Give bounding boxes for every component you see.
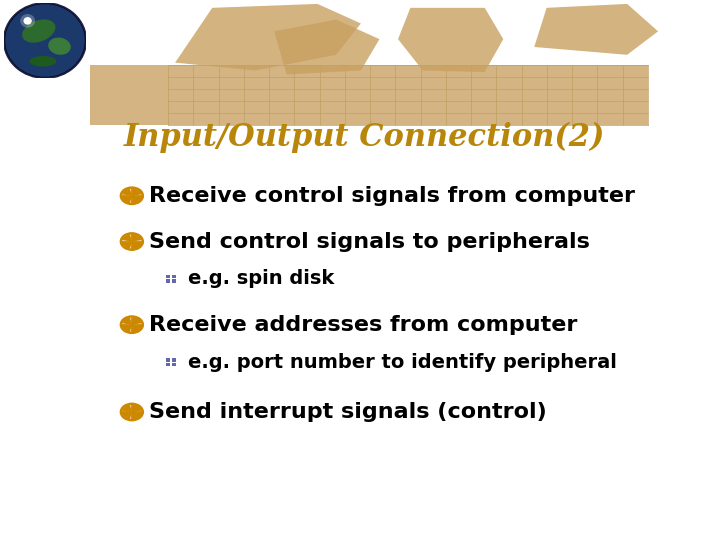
FancyBboxPatch shape — [166, 362, 171, 366]
Circle shape — [24, 17, 32, 25]
Wedge shape — [132, 188, 142, 196]
Text: Receive addresses from computer: Receive addresses from computer — [148, 315, 577, 335]
FancyBboxPatch shape — [166, 359, 171, 362]
Ellipse shape — [5, 4, 85, 77]
Text: Input/Output Connection(2): Input/Output Connection(2) — [124, 122, 605, 153]
Ellipse shape — [48, 37, 71, 55]
Polygon shape — [534, 4, 658, 55]
Text: e.g. port number to identify peripheral: e.g. port number to identify peripheral — [188, 353, 616, 372]
Wedge shape — [132, 412, 142, 420]
Wedge shape — [122, 241, 132, 249]
Wedge shape — [122, 188, 132, 196]
Wedge shape — [122, 325, 132, 332]
FancyBboxPatch shape — [90, 65, 648, 125]
Wedge shape — [122, 317, 132, 325]
Wedge shape — [132, 234, 142, 241]
Wedge shape — [132, 404, 142, 412]
Ellipse shape — [30, 56, 56, 66]
Wedge shape — [132, 325, 142, 332]
Text: Send interrupt signals (control): Send interrupt signals (control) — [148, 402, 546, 422]
FancyBboxPatch shape — [171, 279, 176, 282]
Ellipse shape — [4, 3, 86, 78]
Circle shape — [20, 14, 35, 28]
Wedge shape — [122, 404, 132, 412]
Wedge shape — [122, 234, 132, 241]
Wedge shape — [132, 196, 142, 203]
Polygon shape — [398, 8, 503, 72]
Ellipse shape — [22, 19, 55, 43]
FancyBboxPatch shape — [171, 275, 176, 279]
FancyBboxPatch shape — [166, 279, 171, 282]
Wedge shape — [132, 241, 142, 249]
Polygon shape — [274, 19, 379, 75]
Wedge shape — [122, 412, 132, 420]
Polygon shape — [175, 4, 361, 71]
FancyBboxPatch shape — [171, 359, 176, 362]
Text: e.g. spin disk: e.g. spin disk — [188, 269, 334, 288]
Wedge shape — [132, 317, 142, 325]
Text: Send control signals to peripherals: Send control signals to peripherals — [148, 232, 590, 252]
FancyBboxPatch shape — [171, 362, 176, 366]
FancyBboxPatch shape — [166, 275, 171, 279]
Wedge shape — [122, 196, 132, 203]
Text: Receive control signals from computer: Receive control signals from computer — [148, 186, 634, 206]
